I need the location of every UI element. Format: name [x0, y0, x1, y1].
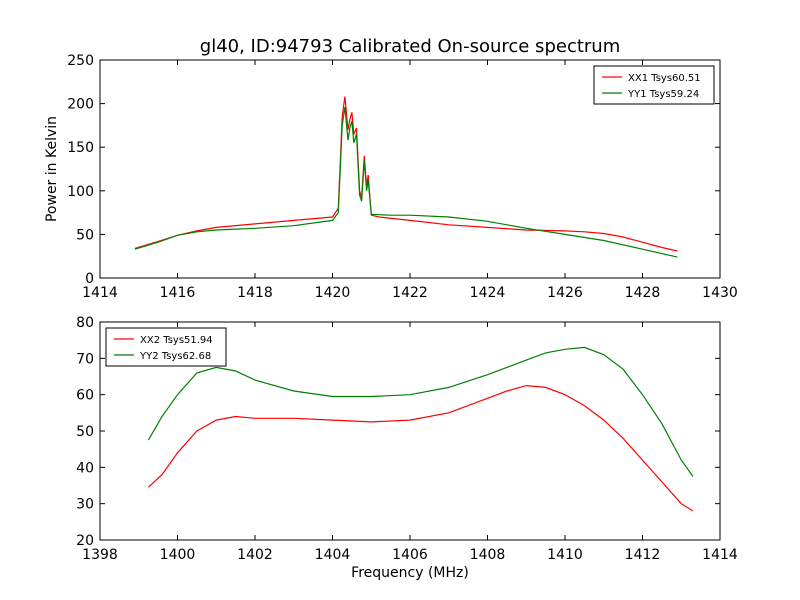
bottom-plot-area: 1398 1400 1402 1404 1406 1408 1410 1412 1414 20 30… — [76, 315, 738, 563]
bottom-legend-box — [105, 327, 227, 367]
bottom-legend-label: YY2 Tsys62.68 — [139, 351, 211, 362]
bottom-x-axis-label: Frequency (MHz) — [351, 565, 469, 581]
top-x-tick-label: 1420 — [315, 285, 351, 301]
bottom-x-tick-label: 1402 — [237, 547, 273, 563]
bottom-y-tick-label: 50 — [76, 424, 94, 440]
bottom-x-tick-label: 1406 — [392, 547, 428, 563]
top-y-axis-label: Power in Kelvin — [44, 116, 60, 222]
bottom-series-line-1 — [147, 384, 694, 512]
bottom-legend-label: XX2 Tsys51.94 — [140, 335, 213, 346]
top-legend-label: YY1 Tsys59.24 — [627, 89, 699, 100]
top-x-tick-label: 1430 — [702, 285, 738, 301]
bottom-legend: XX2 Tsys51.94 YY2 Tsys62.68 — [105, 327, 227, 367]
top-x-tick-label: 1414 — [82, 285, 118, 301]
top-x-tick-label: 1424 — [470, 285, 506, 301]
top-legend: XX1 Tsys60.51 YY1 Tsys59.24 — [593, 65, 715, 105]
top-y-tick-label: 250 — [67, 53, 94, 69]
chart-title: gl40, ID:94793 Calibrated On-source spec… — [200, 36, 620, 57]
bottom-x-tick-label: 1410 — [547, 547, 583, 563]
bottom-y-tick-label: 20 — [76, 533, 94, 549]
top-x-tick-label: 1418 — [237, 285, 273, 301]
top-y-tick-label: 150 — [67, 140, 94, 156]
bottom-x-tick-label: 1408 — [470, 547, 506, 563]
top-series-line-2 — [134, 107, 678, 258]
top-x-tick-label: 1426 — [547, 285, 583, 301]
bottom-y-tick-label: 60 — [76, 388, 94, 404]
top-y-tick-label: 100 — [67, 184, 94, 200]
bottom-series-line-2 — [147, 346, 694, 477]
bottom-x-tick-label: 1414 — [702, 547, 738, 563]
bottom-y-tick-label: 40 — [76, 460, 94, 476]
top-legend-label: XX1 Tsys60.51 — [628, 73, 701, 84]
bottom-y-tick-label: 80 — [76, 315, 94, 331]
bottom-x-tick-label: 1398 — [82, 547, 118, 563]
top-x-tick-label: 1416 — [160, 285, 196, 301]
top-x-tick-label: 1428 — [625, 285, 661, 301]
top-y-tick-label: 0 — [85, 271, 94, 287]
bottom-x-tick-label: 1400 — [160, 547, 196, 563]
top-y-tick-label: 50 — [76, 227, 94, 243]
top-plot-area: 1414 1416 1418 1420 1422 1424 1426 1428 1430 0 50 1… — [67, 53, 738, 301]
bottom-y-tick-label: 30 — [76, 497, 94, 513]
top-x-tick-label: 1422 — [392, 285, 428, 301]
top-legend-box — [593, 65, 715, 105]
top-series-line-1 — [134, 96, 678, 252]
bottom-y-tick-label: 70 — [76, 351, 94, 367]
bottom-x-tick-label: 1412 — [625, 547, 661, 563]
bottom-x-tick-label: 1404 — [315, 547, 351, 563]
top-y-tick-label: 200 — [67, 97, 94, 113]
